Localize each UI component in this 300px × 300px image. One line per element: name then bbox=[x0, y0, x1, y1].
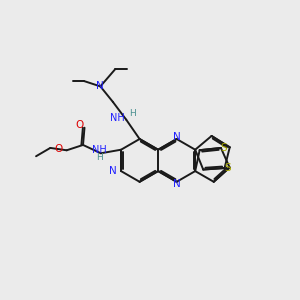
Text: S: S bbox=[220, 143, 227, 153]
Text: N: N bbox=[173, 179, 181, 189]
Text: O: O bbox=[55, 144, 63, 154]
Text: O: O bbox=[75, 120, 83, 130]
Text: H: H bbox=[129, 109, 136, 118]
Text: S: S bbox=[224, 163, 231, 173]
Text: NH: NH bbox=[110, 113, 125, 123]
Text: NH: NH bbox=[92, 145, 107, 155]
Text: N: N bbox=[97, 81, 104, 92]
Text: H: H bbox=[96, 153, 103, 162]
Text: N: N bbox=[109, 166, 117, 176]
Text: N: N bbox=[173, 132, 181, 142]
